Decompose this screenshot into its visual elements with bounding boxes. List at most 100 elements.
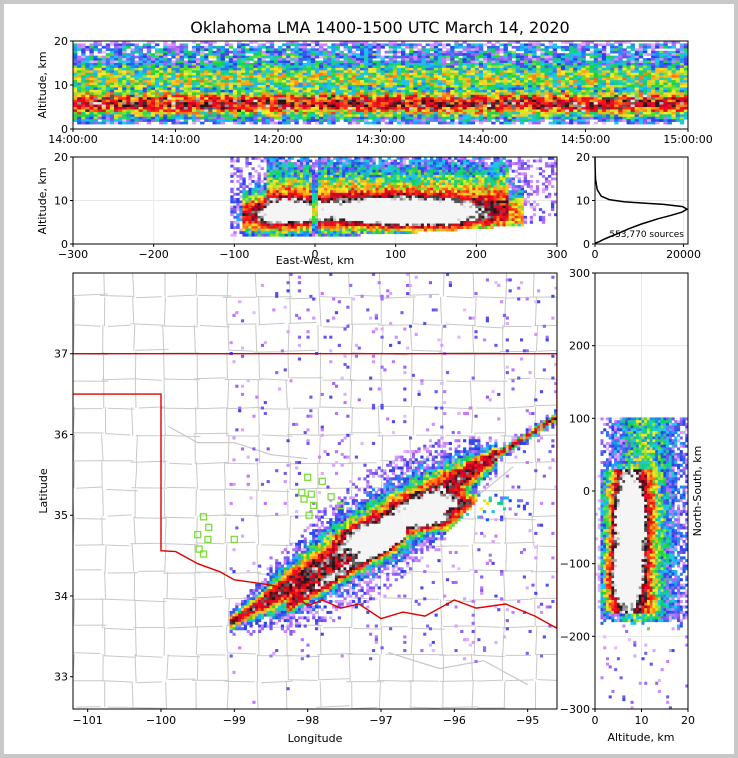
- time-altitude-cell: [376, 50, 381, 54]
- time-altitude-cell: [196, 116, 201, 120]
- time-altitude-cell: [683, 63, 689, 66]
- time-altitude-cell: [606, 82, 611, 86]
- time-altitude-cell: [462, 87, 467, 91]
- time-altitude-cell: [187, 89, 193, 93]
- time-altitude-cell: [433, 102, 439, 105]
- time-altitude-cell: [536, 94, 541, 98]
- time-altitude-cell: [630, 85, 635, 88]
- time-altitude-cell: [224, 99, 230, 103]
- time-altitude-cell: [261, 63, 266, 66]
- time-altitude-cell: [146, 121, 152, 125]
- time-altitude-cell: [503, 48, 508, 52]
- time-altitude-cell: [286, 119, 291, 122]
- time-altitude-cell: [495, 116, 500, 120]
- time-altitude-cell: [573, 121, 578, 125]
- time-altitude-cell: [232, 48, 238, 52]
- time-altitude-cell: [585, 109, 590, 113]
- time-altitude-cell: [85, 48, 90, 52]
- time-altitude-cell: [265, 89, 271, 93]
- time-altitude-cell: [487, 58, 492, 61]
- time-altitude-cell: [372, 43, 377, 47]
- time-altitude-cell: [183, 70, 189, 74]
- time-altitude-cell: [122, 58, 127, 61]
- time-altitude-cell: [597, 107, 603, 110]
- time-altitude-cell: [196, 94, 201, 98]
- eastwest-cell: [236, 208, 240, 212]
- time-altitude-cell: [368, 104, 373, 108]
- time-altitude-cell: [134, 75, 139, 78]
- time-altitude-cell: [487, 107, 492, 110]
- time-altitude-cell: [446, 48, 451, 52]
- eastwest-cell: [242, 200, 246, 204]
- time-altitude-cell: [421, 87, 426, 91]
- time-altitude-cell: [446, 99, 451, 103]
- time-altitude-cell: [474, 45, 480, 49]
- time-altitude-cell: [478, 70, 484, 74]
- time-altitude-cell: [470, 114, 476, 118]
- time-altitude-cell: [487, 70, 492, 74]
- time-altitude-cell: [167, 72, 172, 76]
- time-altitude-cell: [150, 41, 156, 44]
- time-altitude-cell: [495, 111, 500, 115]
- time-altitude-cell: [536, 87, 541, 91]
- time-altitude-cell: [101, 75, 107, 78]
- time-altitude-cell: [483, 97, 488, 100]
- time-altitude-cell: [544, 75, 549, 78]
- time-altitude-cell: [232, 63, 238, 66]
- time-altitude-cell: [679, 94, 685, 98]
- time-altitude-cell: [220, 92, 225, 96]
- time-altitude-cell: [491, 55, 496, 59]
- time-altitude-cell: [77, 85, 82, 88]
- time-altitude-cell: [569, 111, 574, 115]
- time-altitude-cell: [351, 58, 357, 61]
- time-altitude-cell: [122, 60, 127, 64]
- time-altitude-cell: [524, 109, 529, 113]
- time-altitude-cell: [314, 89, 320, 93]
- time-altitude-cell: [667, 104, 672, 108]
- time-altitude-cell: [269, 111, 275, 115]
- time-altitude-cell: [409, 58, 414, 61]
- time-altitude-cell: [421, 75, 426, 78]
- time-altitude-cell: [663, 116, 668, 120]
- time-altitude-cell: [310, 63, 316, 66]
- time-altitude-cell: [450, 80, 455, 83]
- time-altitude-cell: [651, 65, 656, 69]
- time-altitude-cell: [565, 70, 570, 74]
- time-altitude-cell: [114, 70, 119, 74]
- time-altitude-cell: [675, 60, 681, 64]
- time-altitude-cell: [614, 85, 619, 88]
- time-altitude-cell: [380, 82, 385, 86]
- time-altitude-cell: [622, 104, 627, 108]
- time-altitude-cell: [278, 45, 283, 49]
- time-altitude-cell: [351, 89, 357, 93]
- time-altitude-cell: [679, 70, 685, 74]
- time-altitude-cell: [159, 109, 164, 113]
- time-altitude-cell: [81, 65, 86, 69]
- time-altitude-cell: [257, 65, 262, 69]
- eastwest-cell: [242, 208, 246, 212]
- time-altitude-cell: [376, 65, 381, 69]
- time-altitude-cell: [384, 102, 389, 105]
- time-altitude-cell: [249, 89, 254, 93]
- time-altitude-cell: [560, 119, 566, 122]
- time-altitude-cell: [573, 87, 578, 91]
- eastwest-cell: [254, 208, 258, 212]
- time-altitude-cell: [273, 121, 279, 125]
- time-altitude-cell: [630, 104, 635, 108]
- time-altitude-cell: [483, 102, 488, 105]
- time-altitude-cell: [187, 107, 193, 110]
- time-altitude-cell: [638, 75, 644, 78]
- time-altitude-cell: [495, 94, 500, 98]
- time-altitude-cell: [429, 77, 435, 81]
- time-altitude-cell: [179, 67, 184, 71]
- time-altitude-cell: [511, 107, 517, 110]
- time-altitude-cell: [491, 121, 496, 125]
- time-altitude-cell: [278, 109, 283, 113]
- time-altitude-cell: [278, 58, 283, 61]
- time-altitude-cell: [630, 63, 635, 66]
- time-altitude-cell: [298, 75, 303, 78]
- time-altitude-cell: [208, 99, 213, 103]
- time-altitude-cell: [589, 109, 594, 113]
- time-altitude-cell: [191, 114, 197, 118]
- time-altitude-cell: [355, 58, 361, 61]
